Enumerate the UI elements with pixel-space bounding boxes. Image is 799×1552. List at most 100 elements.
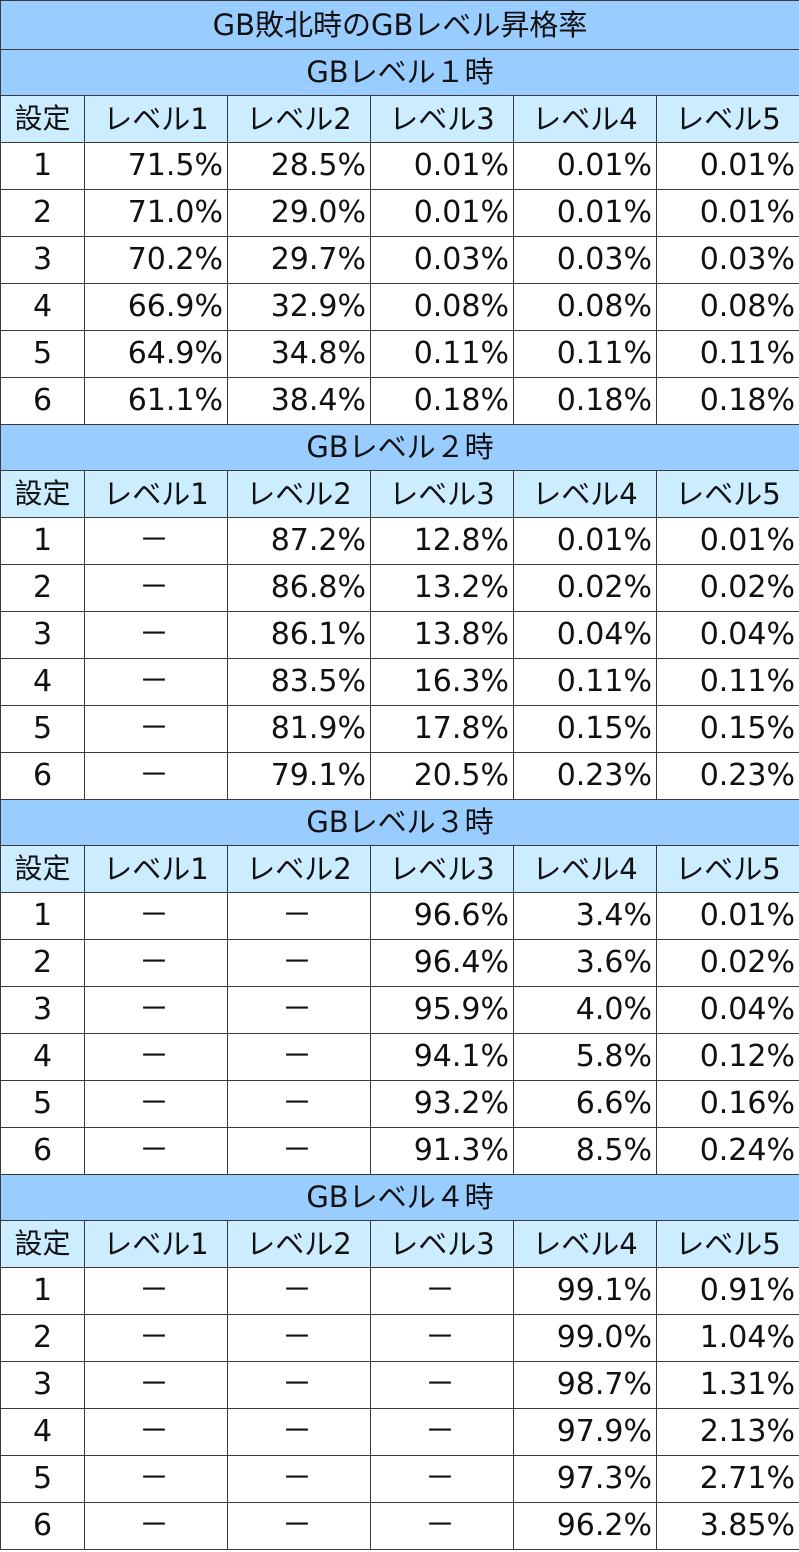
rate-cell-level-1: 70.2% (84, 236, 228, 284)
rate-cell-level-5: 2.13% (656, 1408, 799, 1456)
table-row: 4 － 83.5% 16.3% 0.11% 0.11% (0, 658, 799, 706)
page-title: GB敗北時のGBレベル昇格率 (0, 0, 799, 50)
column-header-level-3: レベル3 (370, 1220, 514, 1268)
rate-cell-level-2: 87.2% (227, 517, 371, 565)
rate-cell-level-5: 0.01% (656, 142, 799, 190)
rate-cell-level-3: 94.1% (370, 1033, 514, 1081)
rate-cell-level-5: 0.04% (656, 986, 799, 1034)
rate-cell-level-5: 0.02% (656, 564, 799, 612)
rate-cell-level-1: － (84, 1502, 228, 1550)
section-heading-row: GBレベル２時 (0, 424, 799, 471)
rate-cell-level-1: － (84, 611, 228, 659)
rate-cell-level-4: 4.0% (513, 986, 657, 1034)
rate-cell-level-4: 97.3% (513, 1455, 657, 1503)
table-row: 5 －－－ 97.3% 2.71% (0, 1455, 799, 1503)
table-row: 2 71.0% 29.0% 0.01% 0.01% 0.01% (0, 189, 799, 237)
rate-cell-level-3: － (370, 1408, 514, 1456)
setting-cell: 6 (0, 752, 85, 800)
table-row: 5 －－ 93.2% 6.6% 0.16% (0, 1080, 799, 1128)
rate-cell-level-2: 86.8% (227, 564, 371, 612)
rate-cell-level-1: － (84, 1314, 228, 1362)
table-row: 1 －－ 96.6% 3.4% 0.01% (0, 892, 799, 940)
rate-cell-level-1: － (84, 752, 228, 800)
rate-cell-level-2: 29.7% (227, 236, 371, 284)
rate-cell-level-3: 0.08% (370, 283, 514, 331)
rate-cell-level-1: 66.9% (84, 283, 228, 331)
rate-cell-level-4: 0.01% (513, 517, 657, 565)
column-header-level-3: レベル3 (370, 95, 514, 143)
column-header-level-1: レベル1 (84, 845, 228, 893)
column-header-setting: 設定 (0, 1220, 85, 1268)
section-heading-row: GBレベル１時 (0, 49, 799, 96)
rate-cell-level-1: 61.1% (84, 377, 228, 425)
rate-cell-level-4: 0.11% (513, 330, 657, 378)
column-header-level-3: レベル3 (370, 845, 514, 893)
rate-cell-level-3: 93.2% (370, 1080, 514, 1128)
rate-cell-level-3: － (370, 1314, 514, 1362)
table-row: 3 70.2% 29.7% 0.03% 0.03% 0.03% (0, 236, 799, 284)
rate-cell-level-2: － (227, 1033, 371, 1081)
column-header-level-2: レベル2 (227, 845, 371, 893)
rate-cell-level-1: － (84, 939, 228, 987)
setting-cell: 2 (0, 1314, 85, 1362)
setting-cell: 3 (0, 1361, 85, 1409)
rate-cell-level-5: 0.03% (656, 236, 799, 284)
table-row: 3 －－－ 98.7% 1.31% (0, 1361, 799, 1409)
rate-cell-level-5: 0.12% (656, 1033, 799, 1081)
rate-cell-level-5: 0.11% (656, 658, 799, 706)
rate-cell-level-5: 0.16% (656, 1080, 799, 1128)
column-header-level-5: レベル5 (656, 95, 799, 143)
section-heading: GBレベル２時 (0, 424, 799, 471)
rate-cell-level-3: 0.18% (370, 377, 514, 425)
rate-cell-level-3: － (370, 1455, 514, 1503)
rate-cell-level-1: 64.9% (84, 330, 228, 378)
table-row: 2 －－－ 99.0% 1.04% (0, 1314, 799, 1362)
rate-cell-level-4: 0.03% (513, 236, 657, 284)
rate-cell-level-2: 81.9% (227, 705, 371, 753)
rate-cell-level-1: － (84, 1408, 228, 1456)
rate-cell-level-1: － (84, 1127, 228, 1175)
setting-cell: 3 (0, 986, 85, 1034)
rate-cell-level-1: 71.5% (84, 142, 228, 190)
column-header-level-2: レベル2 (227, 95, 371, 143)
rate-cell-level-1: － (84, 658, 228, 706)
section-heading: GBレベル４時 (0, 1174, 799, 1221)
section-heading: GBレベル１時 (0, 49, 799, 96)
section-heading-row: GBレベル３時 (0, 799, 799, 846)
rate-cell-level-3: － (370, 1502, 514, 1550)
column-header-level-1: レベル1 (84, 1220, 228, 1268)
setting-cell: 6 (0, 1127, 85, 1175)
column-header-setting: 設定 (0, 95, 85, 143)
rate-cell-level-2: － (227, 986, 371, 1034)
rate-cell-level-3: 0.01% (370, 189, 514, 237)
column-header-level-5: レベル5 (656, 1220, 799, 1268)
setting-cell: 6 (0, 377, 85, 425)
rate-cell-level-5: 0.02% (656, 939, 799, 987)
table-row: 3 － 86.1% 13.8% 0.04% 0.04% (0, 611, 799, 659)
rate-cell-level-1: － (84, 1080, 228, 1128)
table-row: 4 －－－ 97.9% 2.13% (0, 1408, 799, 1456)
rate-cell-level-3: 17.8% (370, 705, 514, 753)
table-row: 2 － 86.8% 13.2% 0.02% 0.02% (0, 564, 799, 612)
rate-cell-level-1: － (84, 986, 228, 1034)
table-row: 2 －－ 96.4% 3.6% 0.02% (0, 939, 799, 987)
rate-cell-level-2: 38.4% (227, 377, 371, 425)
rate-cell-level-4: 0.15% (513, 705, 657, 753)
rate-cell-level-3: 16.3% (370, 658, 514, 706)
setting-cell: 5 (0, 1455, 85, 1503)
setting-cell: 1 (0, 142, 85, 190)
rate-cell-level-5: 0.18% (656, 377, 799, 425)
rate-cell-level-2: － (227, 1127, 371, 1175)
column-header-level-4: レベル4 (513, 845, 657, 893)
setting-cell: 4 (0, 283, 85, 331)
table-row: 4 －－ 94.1% 5.8% 0.12% (0, 1033, 799, 1081)
table-row: 6 －－－ 96.2% 3.85% (0, 1502, 799, 1550)
rate-cell-level-4: 5.8% (513, 1033, 657, 1081)
table-row: 3 －－ 95.9% 4.0% 0.04% (0, 986, 799, 1034)
rate-cell-level-3: 96.4% (370, 939, 514, 987)
rate-cell-level-2: － (227, 1408, 371, 1456)
column-header-level-2: レベル2 (227, 470, 371, 518)
rate-cell-level-5: 3.85% (656, 1502, 799, 1550)
column-header-level-5: レベル5 (656, 845, 799, 893)
rate-cell-level-5: 0.23% (656, 752, 799, 800)
